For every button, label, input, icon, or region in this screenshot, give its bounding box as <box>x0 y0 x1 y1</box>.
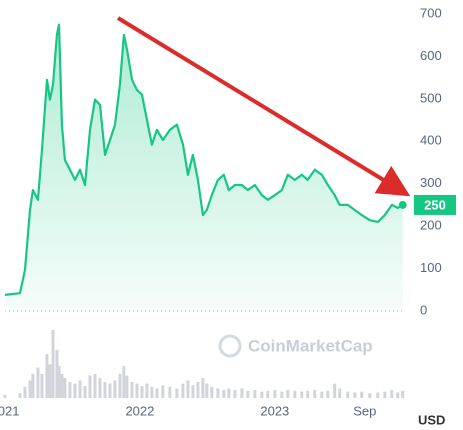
price-badge <box>414 194 456 215</box>
price-badge-label: 250 <box>424 197 446 212</box>
volume-bar <box>266 390 270 398</box>
y-tick-label: 300 <box>420 175 442 190</box>
volume-bar <box>145 383 149 398</box>
volume-bar <box>227 388 231 398</box>
volume-bar <box>313 390 317 398</box>
volume-bar <box>376 392 380 398</box>
volume-bar <box>338 388 342 398</box>
volume-bar <box>286 390 290 398</box>
volume-bar <box>130 382 134 398</box>
volume-bar <box>233 390 237 398</box>
volume-bar <box>181 383 185 398</box>
volume-bar <box>390 390 394 398</box>
volume-bar <box>300 391 304 398</box>
volume-bar <box>63 378 67 398</box>
volume-bar <box>83 386 87 398</box>
volume-bar <box>293 390 297 398</box>
volume-bar <box>31 374 35 398</box>
volume-bar <box>216 388 220 398</box>
volume-bar <box>140 386 144 398</box>
volume-bar <box>326 390 330 398</box>
volume-bar <box>396 392 400 398</box>
volume-bar <box>108 383 112 398</box>
volume-bar <box>113 380 117 398</box>
volume-bar <box>51 330 55 398</box>
volume-bar <box>368 393 372 398</box>
volume-bar <box>222 390 226 398</box>
volume-bar <box>320 391 324 398</box>
x-tick-label: 2021 <box>0 403 19 418</box>
volume-bar <box>240 388 244 398</box>
volume-bar <box>246 390 250 398</box>
trend-arrow <box>116 16 411 197</box>
x-tick-label: Sep <box>353 403 376 418</box>
volume-bar <box>3 394 7 398</box>
y-tick-label: 400 <box>420 133 442 148</box>
volume-bar <box>333 383 337 398</box>
volume-bar <box>45 354 49 398</box>
y-tick-label: 700 <box>420 5 442 20</box>
volume-bar <box>55 350 59 398</box>
y-tick-label: 100 <box>420 260 442 275</box>
volume-bar <box>23 386 27 398</box>
y-tick-label: 0 <box>420 302 427 317</box>
x-tick-label: 2023 <box>260 403 289 418</box>
price-line <box>4 23 404 296</box>
volume-bar <box>306 390 310 398</box>
volume-bar <box>346 391 350 398</box>
volume-bar <box>201 378 205 398</box>
volume-bar <box>186 380 190 398</box>
volume-bar <box>73 383 77 398</box>
volume-bar <box>205 383 209 398</box>
volume-bar <box>78 380 82 398</box>
volume-bar <box>48 364 52 398</box>
volume-bar <box>191 385 195 398</box>
volume-bar <box>253 390 257 398</box>
volume-bar <box>401 390 405 398</box>
volume-bar <box>118 374 122 398</box>
volume-bar <box>383 391 387 398</box>
volume-bar <box>135 383 139 398</box>
watermark-text: CoinMarketCap <box>248 336 373 355</box>
volume-bar <box>273 390 277 398</box>
volume-bar <box>68 382 72 398</box>
volume-bar <box>210 386 214 398</box>
volume-bar <box>353 392 357 398</box>
volume-bar <box>103 382 107 398</box>
y-tick-label: 200 <box>420 218 442 233</box>
volume-bar <box>122 366 126 398</box>
volume-bar <box>60 374 64 398</box>
watermark: CoinMarketCap <box>218 334 373 358</box>
volume-bar <box>125 375 129 398</box>
volume-bar <box>28 380 32 398</box>
last-point <box>398 200 407 209</box>
volume-bar <box>196 382 200 398</box>
volume-bar <box>360 391 364 398</box>
volume-bar <box>36 367 40 398</box>
volume-bar <box>93 374 97 398</box>
price-area <box>5 24 403 311</box>
volume-bar <box>168 386 172 398</box>
volume-bar <box>40 374 44 398</box>
volume-bar <box>260 391 264 398</box>
volume-bar <box>88 375 92 398</box>
volume-bar <box>98 378 102 398</box>
volume-bar <box>175 388 179 398</box>
volume-bar <box>280 391 284 398</box>
volume-bar <box>57 366 61 398</box>
y-tick-label: 500 <box>420 90 442 105</box>
y-tick-label: 600 <box>420 48 442 63</box>
x-tick-label: 2022 <box>125 403 154 418</box>
volume-bar <box>18 393 22 398</box>
volume-bar <box>150 386 154 398</box>
volume-bar <box>161 385 165 398</box>
currency-label: USD <box>418 412 445 427</box>
volume-bar <box>155 388 159 398</box>
